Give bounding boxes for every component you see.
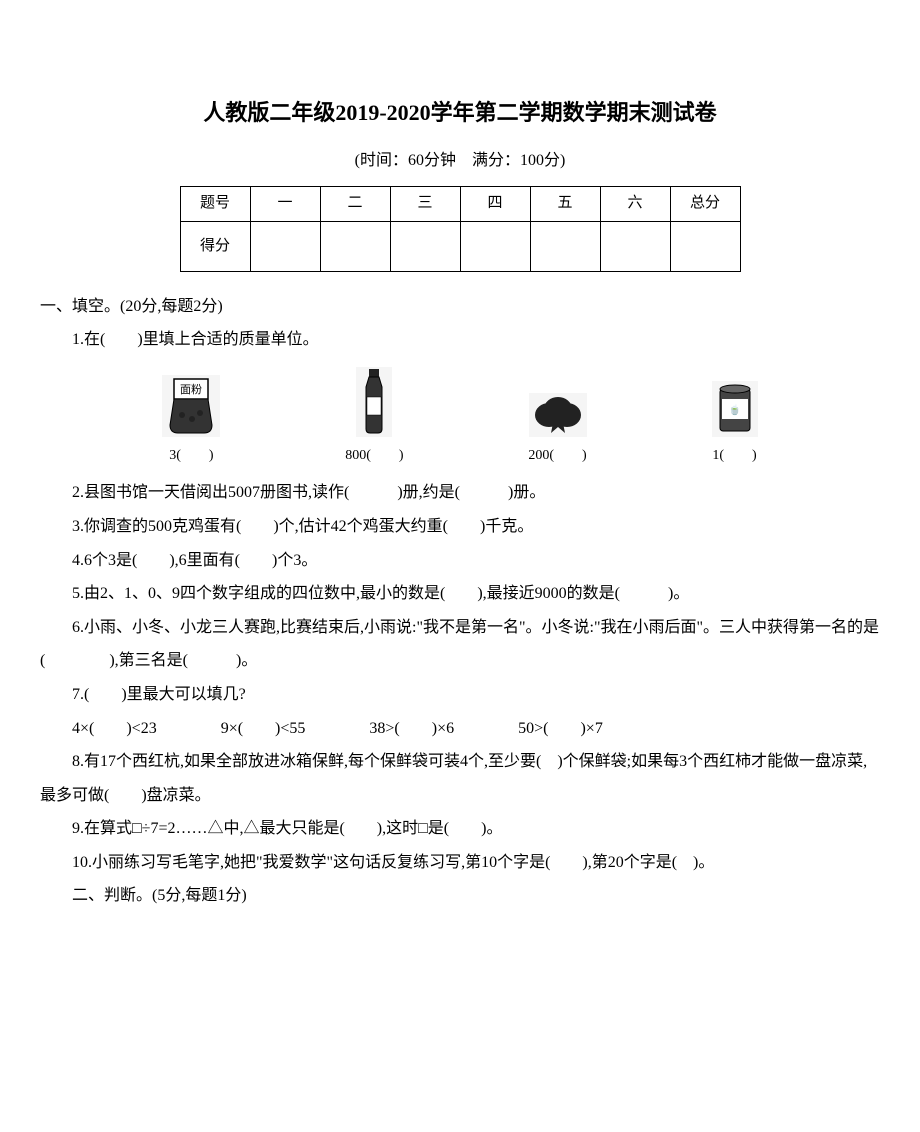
question-7-line: 4×( )<23 9×( )<55 38>( )×6 50>( )×7 (40, 712, 880, 746)
table-cell-blank (600, 221, 670, 271)
question-1: 1.在( )里填上合适的质量单位。 (40, 323, 880, 357)
svg-text:🍵: 🍵 (728, 403, 740, 416)
table-header-cell: 六 (600, 186, 670, 221)
question-4: 4.6个3是( ),6里面有( )个3。 (40, 544, 880, 578)
table-cell-blank (530, 221, 600, 271)
table-row: 题号 一 二 三 四 五 六 总分 (180, 186, 740, 221)
table-header-cell: 总分 (670, 186, 740, 221)
q1-img3-label: 200( ) (528, 441, 586, 470)
table-row-label: 得分 (180, 221, 250, 271)
q1-image-item-3: 200( ) (528, 393, 586, 470)
table-header-cell: 一 (250, 186, 320, 221)
question-2: 2.县图书馆一天借阅出5007册图书,读作( )册,约是( )册。 (40, 476, 880, 510)
q1-image-item-2: 800( ) (345, 367, 403, 470)
score-table: 题号 一 二 三 四 五 六 总分 得分 (180, 186, 741, 272)
question-7: 7.( )里最大可以填几? (40, 678, 880, 712)
page-subtitle: (时间：60分钟 满分：100分) (40, 144, 880, 178)
table-cell-blank (390, 221, 460, 271)
table-header-cell: 四 (460, 186, 530, 221)
table-cell-blank (460, 221, 530, 271)
q1-img4-label: 1( ) (712, 441, 756, 470)
flour-text: 面粉 (180, 383, 202, 396)
question-8: 8.有17个西红杭,如果全部放进冰箱保鲜,每个保鲜袋可装4个,至少要( )个保鲜… (40, 745, 880, 812)
question-3: 3.你调查的500克鸡蛋有( )个,估计42个鸡蛋大约重( )千克。 (40, 510, 880, 544)
q1-img1-label: 3( ) (169, 441, 213, 470)
section-2-header: 二、判断。(5分,每题1分) (40, 879, 880, 913)
table-row: 得分 (180, 221, 740, 271)
table-cell-blank (250, 221, 320, 271)
cloud-icon (529, 393, 587, 437)
table-cell-blank (320, 221, 390, 271)
can-icon: 🍵 (712, 381, 758, 437)
question-9: 9.在算式□÷7=2……△中,△最大只能是( ),这时□是( )。 (40, 812, 880, 846)
table-header-cell: 题号 (180, 186, 250, 221)
table-header-cell: 二 (320, 186, 390, 221)
question-10: 10.小丽练习写毛笔字,她把"我爱数学"这句话反复练习写,第10个字是( ),第… (40, 846, 880, 880)
table-header-cell: 五 (530, 186, 600, 221)
q1-image-item-4: 🍵 1( ) (712, 381, 758, 470)
q1-images-row: 面粉 3( ) 800( ) 200( ) (100, 367, 820, 470)
bottle-icon (356, 367, 392, 437)
page-title: 人教版二年级2019-2020学年第二学期数学期末测试卷 (40, 90, 880, 136)
flour-bag-icon: 面粉 (162, 375, 220, 437)
question-6: 6.小雨、小冬、小龙三人赛跑,比赛结束后,小雨说:"我不是第一名"。小冬说:"我… (40, 611, 880, 678)
q1-img2-label: 800( ) (345, 441, 403, 470)
table-header-cell: 三 (390, 186, 460, 221)
section-1-header: 一、填空。(20分,每题2分) (40, 290, 880, 324)
question-5: 5.由2、1、0、9四个数字组成的四位数中,最小的数是( ),最接近9000的数… (40, 577, 880, 611)
table-cell-blank (670, 221, 740, 271)
q1-image-item-1: 面粉 3( ) (162, 375, 220, 470)
